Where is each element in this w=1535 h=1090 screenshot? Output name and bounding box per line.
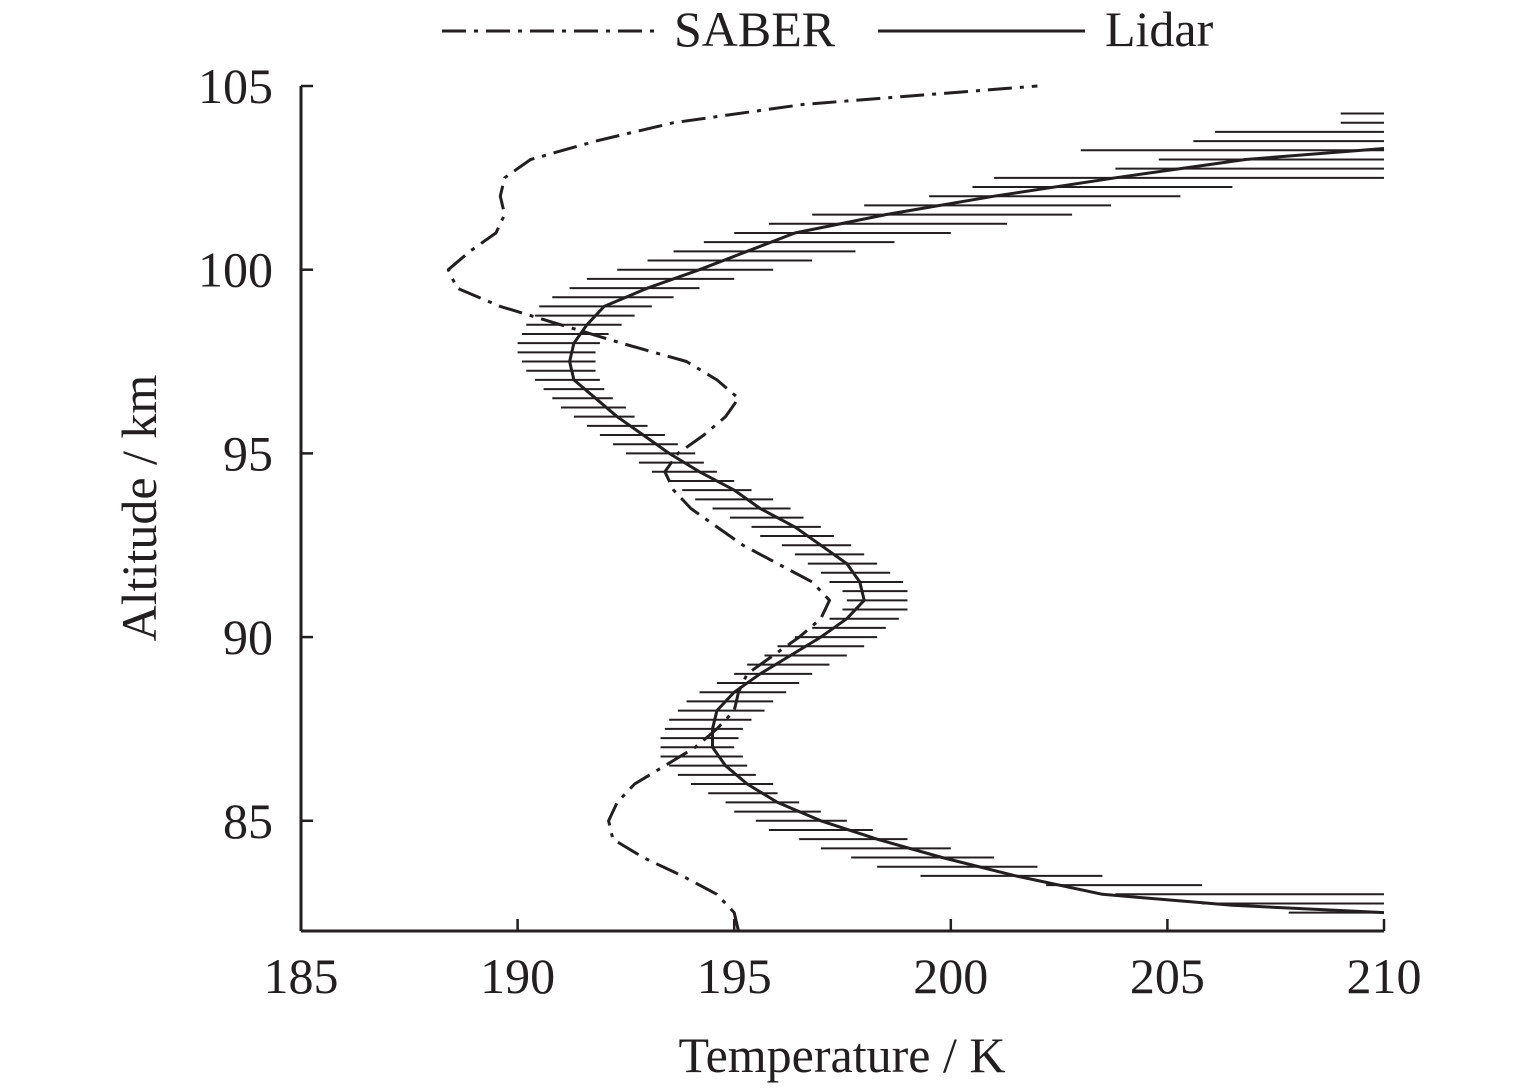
y-tick-label: 85 (223, 793, 273, 849)
x-axis-title: Temperature / K (679, 1027, 1006, 1083)
lidar-line (568, 147, 1385, 915)
y-ticks: 85 90 95 100 105 (198, 58, 313, 849)
axes: 185 190 195 200 205 210 85 90 95 100 105 (198, 58, 1422, 1004)
x-tick-label: 195 (697, 948, 772, 1004)
y-tick-label: 105 (198, 58, 273, 114)
lidar-error-bars (517, 112, 1384, 914)
x-tick-label: 200 (913, 948, 988, 1004)
x-tick-label: 205 (1130, 948, 1205, 1004)
x-ticks: 185 190 195 200 205 210 (264, 919, 1422, 1004)
x-tick-label: 185 (264, 948, 339, 1004)
legend: SABER Lidar (442, 1, 1214, 57)
y-tick-label: 90 (223, 609, 273, 665)
x-tick-label: 190 (480, 948, 555, 1004)
y-tick-label: 100 (198, 242, 273, 298)
saber-line (446, 84, 1038, 932)
y-axis-title: Altitude / km (111, 375, 167, 642)
plot-area (446, 84, 1385, 932)
y-tick-label: 95 (223, 425, 273, 481)
x-tick-label: 210 (1347, 948, 1422, 1004)
legend-lidar-label: Lidar (1105, 1, 1214, 57)
legend-saber-label: SABER (674, 1, 836, 57)
series-lines (446, 84, 1385, 932)
